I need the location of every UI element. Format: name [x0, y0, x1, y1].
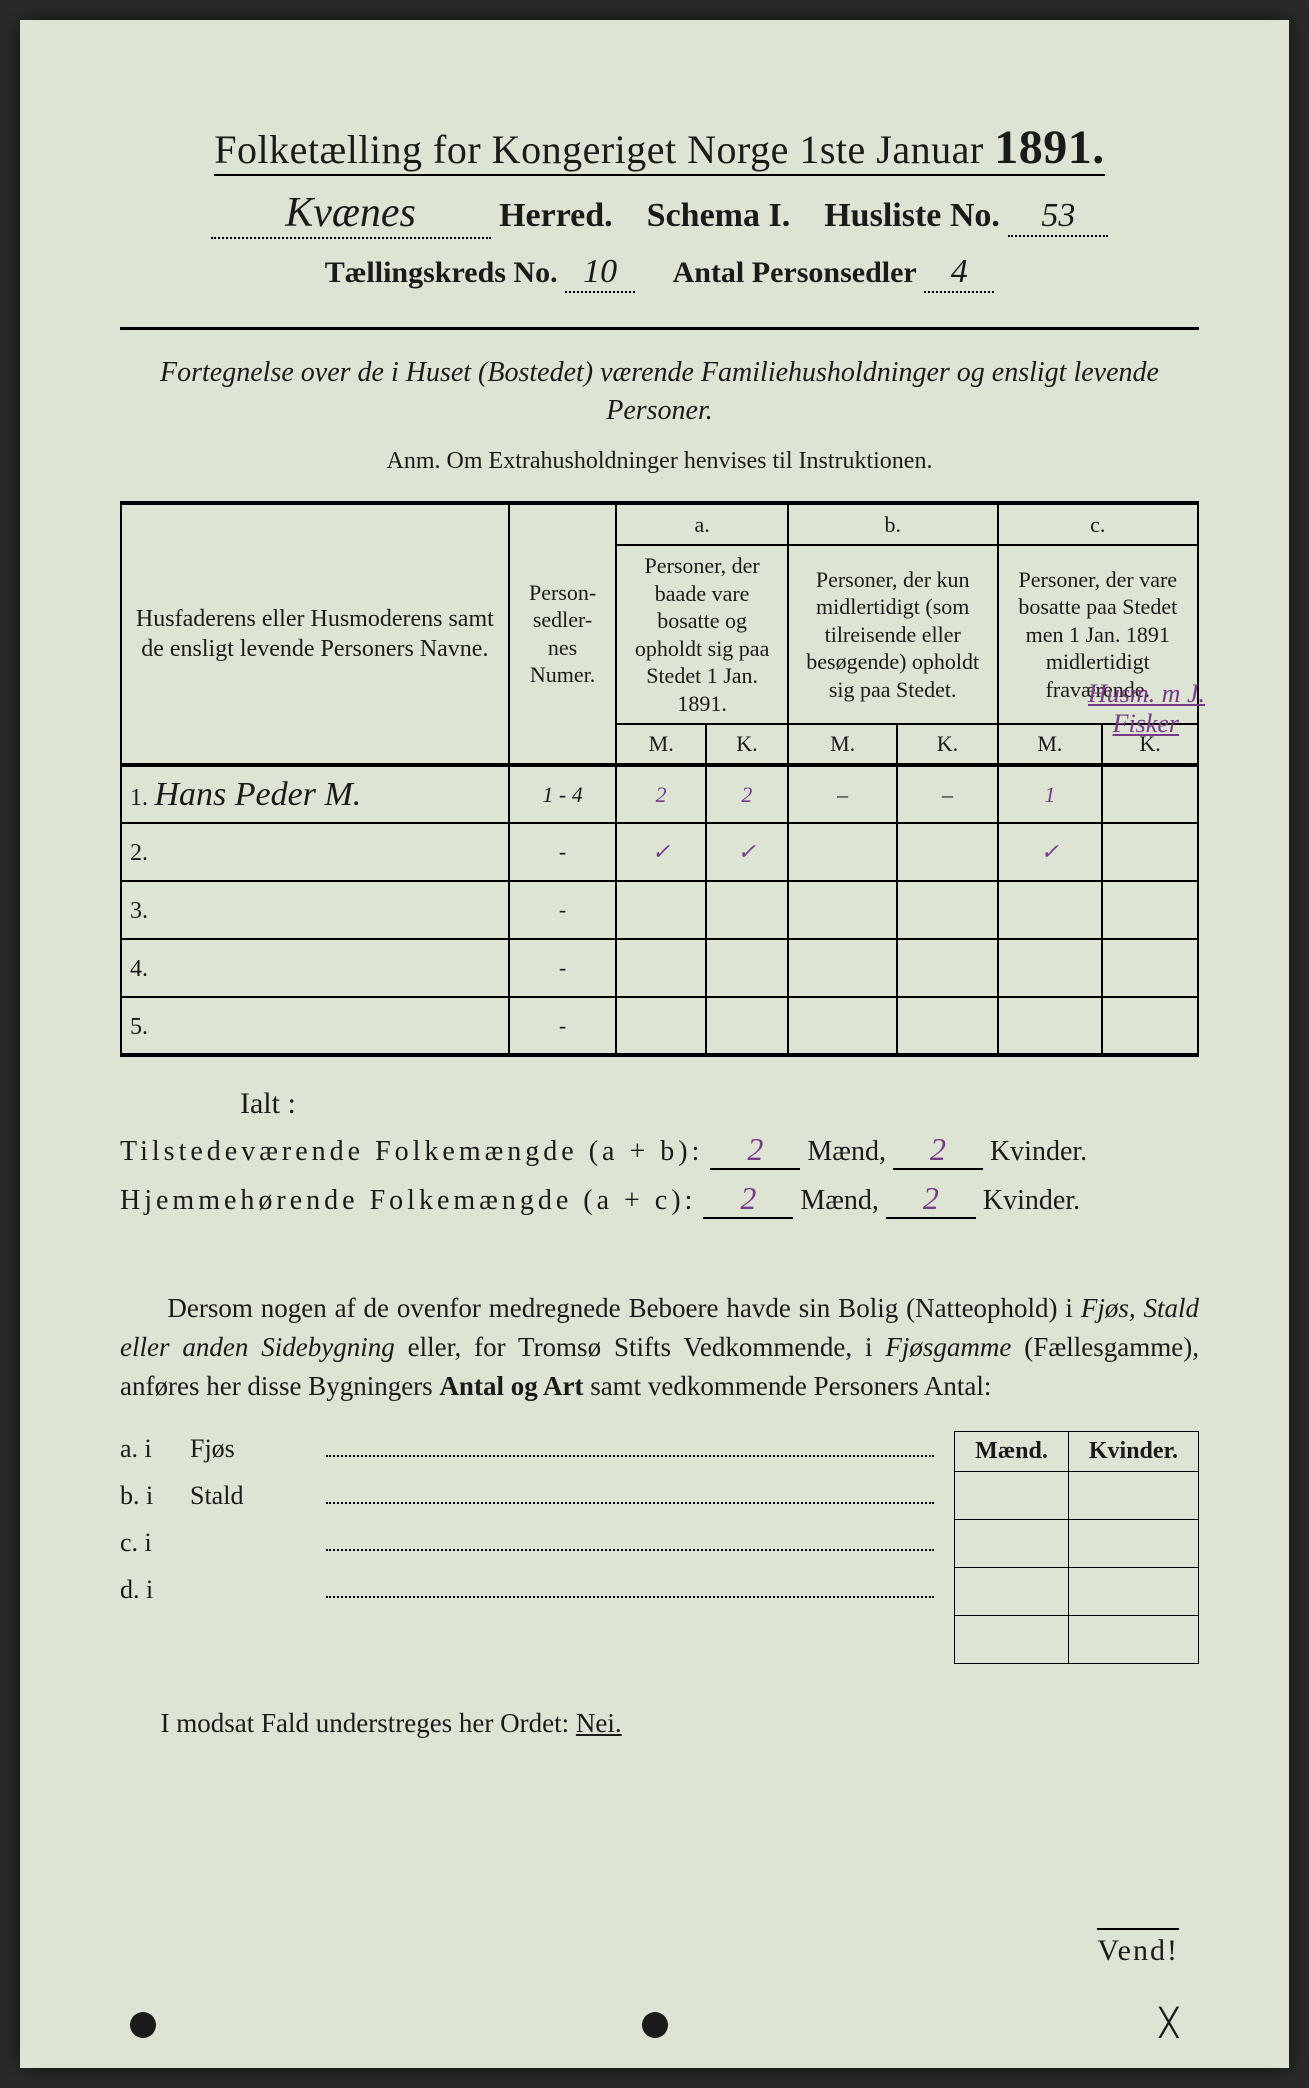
bld-row: a. iFjøs	[120, 1431, 934, 1464]
table-row: 4. -	[121, 939, 1198, 997]
hjemme-m: 2	[703, 1180, 793, 1219]
building-section: a. iFjøs b. iStald c. i d. i Mænd.Kvinde…	[120, 1431, 1199, 1664]
bld-row: b. iStald	[120, 1478, 934, 1511]
herred-label: Herred.	[499, 197, 613, 234]
vend-label: Vend!	[1097, 1928, 1179, 1968]
table-row: 5. -	[121, 997, 1198, 1055]
th-name: Husfaderens eller Husmoderens samt de en…	[121, 503, 509, 766]
kreds-value: 10	[565, 253, 635, 293]
mk-k: Kvinder.	[1068, 1431, 1198, 1471]
th-b-k: K.	[897, 724, 997, 765]
table-row: 2. - ✓ ✓ ✓	[121, 823, 1198, 881]
th-a: Personer, der baade vare bosatte og opho…	[616, 545, 787, 724]
header-line-3: Tællingskreds No. 10 Antal Personsedler …	[120, 253, 1199, 293]
punch-hole-icon	[642, 2012, 668, 2038]
th-a-m: M.	[616, 724, 706, 765]
kreds-label: Tællingskreds No.	[325, 256, 558, 289]
title-prefix: Folketælling for Kongeriget Norge 1ste J…	[214, 127, 983, 172]
th-a-top: a.	[616, 503, 787, 546]
husliste-label: Husliste No.	[824, 197, 1000, 234]
hjemme-k: 2	[886, 1180, 976, 1219]
th-b: Personer, der kun midlertidigt (som tilr…	[788, 545, 998, 724]
tilstede-m: 2	[710, 1131, 800, 1170]
tilstede-k: 2	[893, 1131, 983, 1170]
husliste-value: 53	[1008, 197, 1108, 237]
th-num: Person- sedler- nes Numer.	[509, 503, 617, 766]
tilstede-label: Tilstedeværende Folkemængde (a + b):	[120, 1136, 703, 1167]
page-title: Folketælling for Kongeriget Norge 1ste J…	[120, 120, 1199, 175]
punch-hole-icon	[130, 2012, 156, 2038]
totals-block: Ialt : Tilstedeværende Folkemængde (a + …	[120, 1087, 1199, 1219]
form-anm: Anm. Om Extrahusholdninger henvises til …	[120, 448, 1199, 475]
table-row: 3. -	[121, 881, 1198, 939]
title-year: 1891.	[994, 121, 1105, 174]
nei-word: Nei.	[576, 1708, 622, 1738]
hjemme-label: Hjemmehørende Folkemængde (a + c):	[120, 1185, 696, 1216]
mk-table: Mænd.Kvinder.	[954, 1431, 1199, 1664]
nei-line: I modsat Fald understreges her Ordet: Ne…	[120, 1708, 1199, 1739]
th-b-m: M.	[788, 724, 898, 765]
divider-1	[120, 327, 1199, 330]
antal-label: Antal Personsedler	[673, 256, 917, 289]
th-a-k: K.	[706, 724, 788, 765]
ialt-label: Ialt :	[120, 1087, 1199, 1121]
table-row: 1. Hans Peder M. 1 - 4 2 2 – – 1	[121, 765, 1198, 823]
bld-row: d. i	[120, 1572, 934, 1605]
mk-m: Mænd.	[955, 1431, 1069, 1471]
schema-label: Schema I.	[647, 197, 791, 234]
margin-note-1: Husm. m J.	[1088, 679, 1205, 709]
th-b-top: b.	[788, 503, 998, 546]
census-form-page: Folketælling for Kongeriget Norge 1ste J…	[20, 20, 1289, 2068]
margin-note-2: Fisker	[1113, 709, 1179, 739]
header-line-2: Kvænes Herred. Schema I. Husliste No. 53	[120, 189, 1199, 239]
census-table: Husfaderens eller Husmoderens samt de en…	[120, 501, 1199, 1058]
lower-paragraph: Dersom nogen af de ovenfor medregnede Be…	[120, 1289, 1199, 1406]
corner-mark: ᚷ	[1159, 2005, 1179, 2043]
th-c-top: c.	[998, 503, 1198, 546]
herred-value: Kvænes	[211, 189, 491, 239]
form-subtitle: Fortegnelse over de i Huset (Bostedet) v…	[120, 354, 1199, 430]
bld-row: c. i	[120, 1525, 934, 1558]
th-c-m: M.	[998, 724, 1103, 765]
antal-value: 4	[924, 253, 994, 293]
